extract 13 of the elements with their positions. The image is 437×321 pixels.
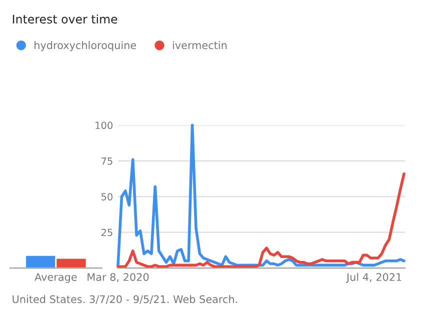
x-tick-label: Average	[34, 273, 77, 283]
text: United States. 3/7/20 - 9/5/21. Web Search.	[12, 295, 238, 304]
x-tick-label: Mar 8, 2020	[88, 273, 149, 282]
y-tick-label: 50	[102, 193, 112, 200]
x-tick-label: Jul 4, 2021	[346, 272, 402, 283]
y-tick-label: 25	[101, 228, 112, 236]
line-series	[116, 124, 406, 267]
chart-title: Interest over time	[12, 14, 118, 24]
line-series	[116, 172, 406, 268]
legend-label: hydroxychloroquine	[34, 41, 136, 52]
y-tick-label: 100	[96, 122, 112, 130]
legend-label: ivermectin	[172, 41, 227, 50]
y-tick-label: 75	[102, 158, 112, 165]
